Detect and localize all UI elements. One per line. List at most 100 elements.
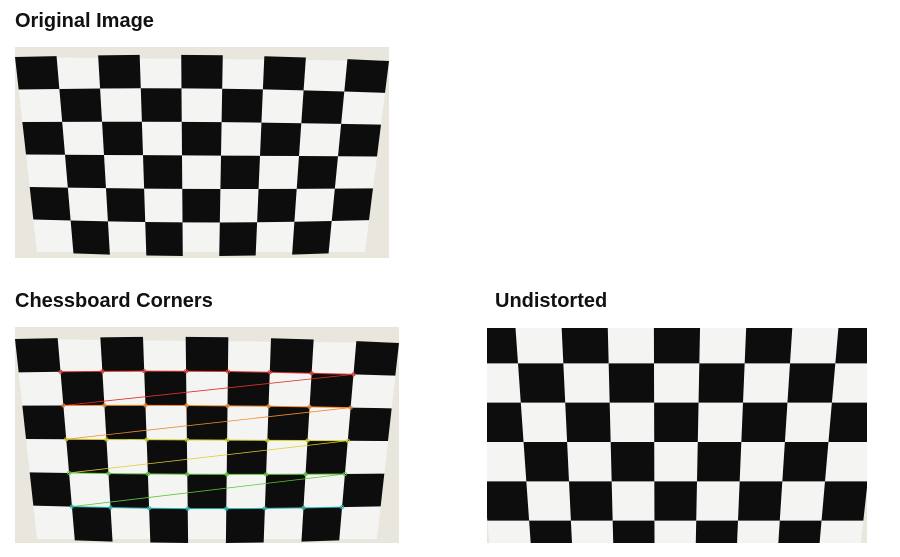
dark-square xyxy=(262,56,306,91)
corner-marker xyxy=(144,437,149,442)
corner-row-line xyxy=(71,506,343,510)
dark-square xyxy=(145,222,183,256)
corner-marker xyxy=(64,437,69,442)
corner-marker xyxy=(309,371,314,376)
dark-square xyxy=(269,338,314,374)
dark-square xyxy=(219,222,258,256)
dark-square xyxy=(697,442,742,482)
dark-square xyxy=(149,508,189,543)
dark-square xyxy=(22,405,67,440)
corner-marker xyxy=(147,506,152,511)
corner-marker xyxy=(100,369,105,374)
original-chessboard-image xyxy=(15,47,389,258)
corner-marker xyxy=(303,472,308,477)
dark-square xyxy=(29,472,72,507)
dark-square xyxy=(309,373,354,408)
chessboard-corners-panel xyxy=(15,327,399,543)
dark-square xyxy=(15,56,60,90)
dark-square xyxy=(29,187,71,221)
dark-square xyxy=(264,474,306,509)
corner-marker xyxy=(301,505,306,510)
dark-square xyxy=(260,122,302,157)
dark-square xyxy=(70,220,110,255)
dark-square xyxy=(487,481,530,521)
original-image-title: Original Image xyxy=(15,10,154,32)
corner-marker xyxy=(342,471,347,476)
corner-marker xyxy=(340,505,345,510)
dark-square xyxy=(292,221,332,255)
corner-row-line xyxy=(60,370,354,375)
dark-square xyxy=(487,328,518,364)
corner-marker xyxy=(225,438,230,443)
dark-square xyxy=(301,90,345,124)
dark-square xyxy=(821,481,867,521)
dark-square xyxy=(22,121,65,155)
corner-marker xyxy=(267,370,272,375)
dark-square xyxy=(71,506,113,542)
dark-square xyxy=(565,402,611,442)
corner-marker xyxy=(106,471,111,476)
dark-square xyxy=(612,520,655,543)
corner-marker xyxy=(264,472,269,477)
corner-marker xyxy=(143,403,148,408)
corner-marker xyxy=(108,505,113,510)
corner-marker xyxy=(69,504,74,509)
corner-marker xyxy=(185,506,190,511)
corner-marker xyxy=(351,372,356,377)
dark-square xyxy=(296,156,338,189)
dark-square xyxy=(778,520,822,543)
corner-marker xyxy=(266,404,271,409)
corner-marker xyxy=(225,403,230,408)
dark-square xyxy=(221,88,263,123)
corner-marker xyxy=(185,472,190,477)
dark-square xyxy=(347,407,392,441)
dark-square xyxy=(187,474,227,509)
corner-marker xyxy=(225,369,230,374)
dark-square xyxy=(102,121,143,156)
corner-marker xyxy=(58,369,63,374)
dark-square xyxy=(344,59,389,93)
dark-square xyxy=(561,328,609,364)
dark-square xyxy=(698,363,745,403)
dark-square xyxy=(782,442,829,482)
dark-square xyxy=(98,54,141,89)
dark-square xyxy=(610,442,655,482)
corner-marker xyxy=(184,437,189,442)
corner-marker xyxy=(262,506,267,511)
dark-square xyxy=(523,442,569,482)
dark-square xyxy=(185,336,229,372)
corner-row-line xyxy=(63,404,351,409)
dark-square xyxy=(338,123,381,157)
corner-marker xyxy=(348,405,353,410)
dark-square xyxy=(529,520,572,543)
dark-square xyxy=(65,154,106,189)
dark-square xyxy=(741,402,788,442)
corner-marker xyxy=(104,437,109,442)
dark-square xyxy=(487,402,524,442)
dark-square xyxy=(301,507,343,542)
corner-marker xyxy=(67,470,72,475)
corner-marker xyxy=(307,404,312,409)
corner-connector-line xyxy=(63,373,354,406)
corner-marker xyxy=(102,403,107,408)
dark-square xyxy=(59,88,103,122)
dark-square xyxy=(143,155,183,189)
undistorted-title: Undistorted xyxy=(495,290,608,312)
dark-square xyxy=(267,406,310,441)
dark-square xyxy=(835,328,867,364)
corner-marker xyxy=(224,472,229,477)
dark-square xyxy=(146,439,188,475)
original-image-panel xyxy=(15,47,389,258)
dark-square xyxy=(140,88,182,122)
dark-square xyxy=(100,336,145,372)
dark-square xyxy=(787,363,836,403)
dark-square xyxy=(305,440,348,475)
corner-marker xyxy=(184,369,189,374)
corner-marker xyxy=(265,438,270,443)
corner-marker xyxy=(345,438,350,443)
corner-row-line xyxy=(66,438,348,442)
dark-square xyxy=(654,402,699,442)
undistorted-panel xyxy=(487,328,867,543)
corner-connector-line xyxy=(66,407,351,440)
dark-square xyxy=(518,363,566,403)
